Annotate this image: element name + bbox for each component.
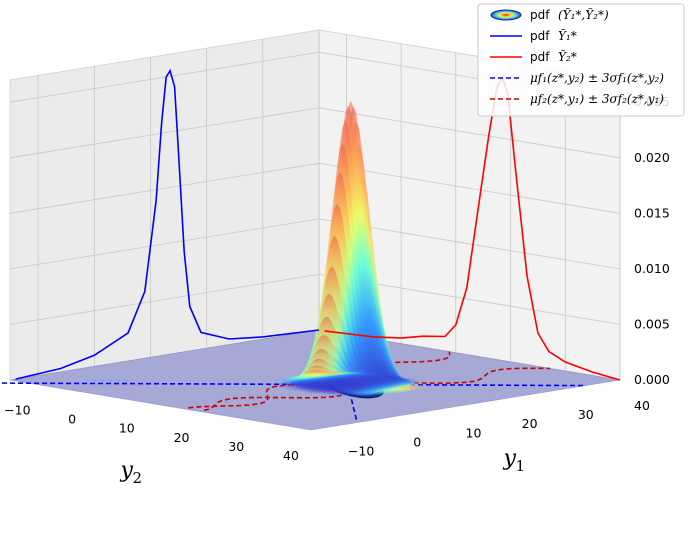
- legend-label: pdf: [530, 29, 550, 43]
- legend: pdf (Ỹ₁*,Ỹ₂*) pdf Ỹ₁* pdf Ỹ₂* μf₁(z*,y₂) ± 3σf…: [477, 3, 685, 117]
- tick-label-y2: −10: [4, 403, 30, 418]
- joint-pdf-surface-slice: [338, 382, 440, 399]
- legend-label-math: μf₁(z*,y₂) ± 3σf₁(z*,y₂): [530, 71, 664, 85]
- back-pane-y1: [9, 29, 320, 381]
- tick-label-y2: 0: [68, 412, 76, 427]
- tick-label-z: 0.020: [634, 150, 670, 165]
- axis-label-y2: y: [120, 458, 134, 483]
- data-layer: [1, 68, 621, 423]
- axis-label-y1: y: [503, 446, 517, 471]
- legend-label-math: Ỹ₁*: [558, 28, 577, 43]
- legend-label-math: μf₂(z*,y₁) ± 3σf₂(z*,y₁): [530, 92, 664, 106]
- joint-pdf-surface-slice: [253, 368, 355, 385]
- mean-3sigma-f2-upper: [203, 367, 551, 412]
- tick-label-y1: −10: [348, 443, 374, 458]
- joint-pdf-surface-slice: [349, 384, 451, 401]
- joint-pdf-surface-slice: [343, 383, 446, 400]
- joint-pdf-surface-slice: [346, 383, 448, 400]
- tick-label-y1: 0: [413, 434, 421, 449]
- tick-label-z: 0.000: [634, 372, 670, 387]
- joint-pdf-surface-slice: [259, 369, 361, 386]
- tick-label-y2: 30: [228, 439, 244, 454]
- tick-label-y1: 20: [522, 416, 538, 431]
- grid-line-z: [9, 162, 621, 214]
- marginal-pdf-y1-line: [15, 68, 320, 380]
- tick-label-y2: 10: [119, 421, 135, 436]
- axis-label-y2-sub: 2: [133, 469, 143, 487]
- joint-pdf-surface-slice: [250, 367, 352, 385]
- tick-label-y2: 20: [174, 430, 190, 445]
- tick-label-z: 0.005: [634, 316, 670, 331]
- tick-label-y1: 40: [634, 398, 650, 413]
- legend-label-math: (Ỹ₁*,Ỹ₂*): [558, 7, 609, 22]
- joint-pdf-surface-slice: [256, 368, 358, 385]
- grid-line-z: [9, 107, 621, 159]
- tick-label-y1: 10: [466, 425, 482, 440]
- axis-label-y1-sub: 1: [516, 457, 526, 475]
- tick-label-z: 0.010: [634, 261, 670, 276]
- legend-label: pdf: [530, 50, 550, 64]
- grid-line-z: [9, 218, 621, 270]
- axis-labels: y 2y 1: [120, 446, 526, 487]
- grid-line-z: [9, 273, 621, 325]
- tick-label-y1: 30: [578, 407, 594, 422]
- legend-swatch-contour: [490, 9, 522, 21]
- tick-label-z: 0.015: [634, 205, 670, 220]
- legend-box: [477, 3, 685, 117]
- joint-pdf-surface-slice: [261, 369, 363, 386]
- joint-pdf-surface-slice: [341, 382, 443, 400]
- tick-label-y2: 40: [283, 448, 299, 463]
- legend-label-math: Ỹ₂*: [558, 49, 577, 64]
- legend-label: pdf: [530, 8, 550, 22]
